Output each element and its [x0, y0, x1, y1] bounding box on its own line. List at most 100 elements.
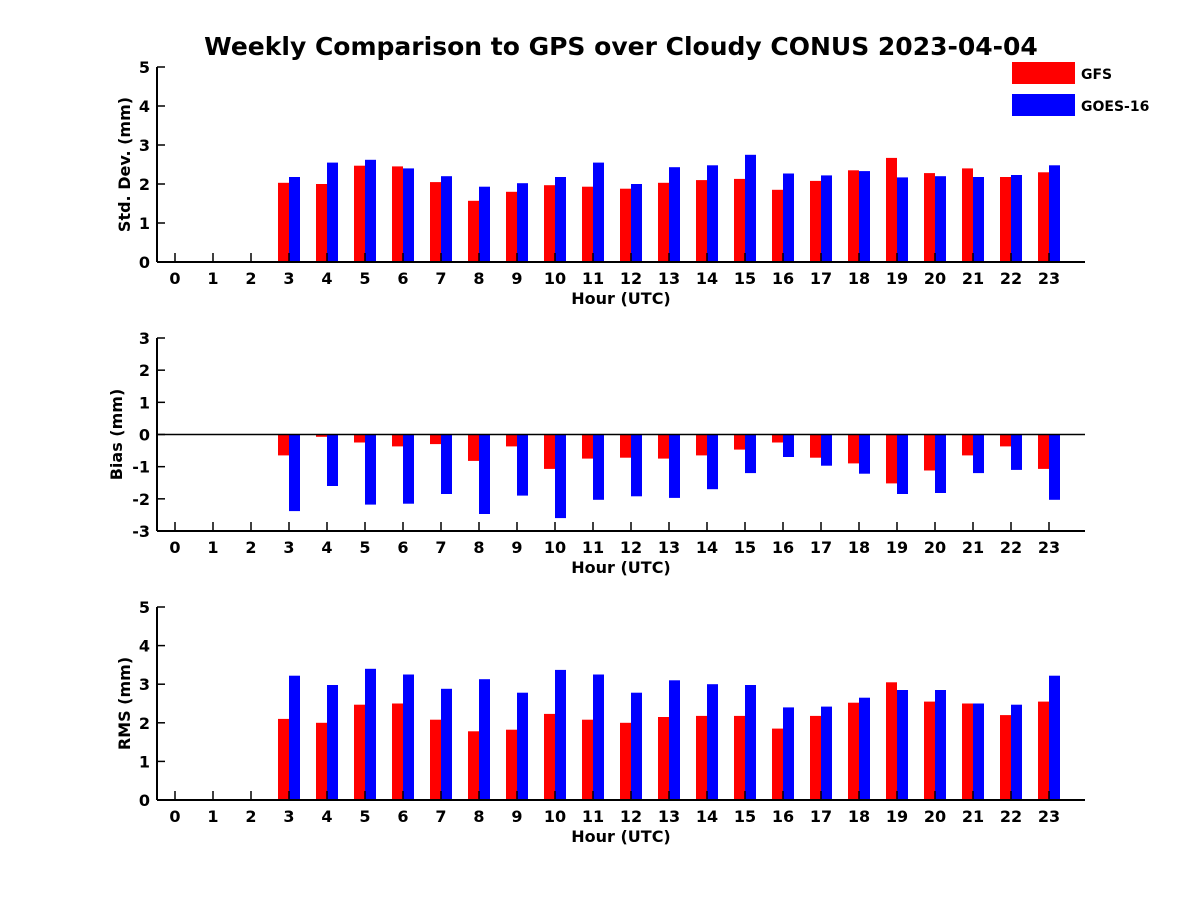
bar-goes16-hour-6: [403, 168, 414, 262]
bar-gfs-hour-20: [924, 173, 935, 262]
bar-goes16-hour-18: [859, 697, 870, 800]
x-tick-label: 4: [321, 269, 332, 288]
bar-goes16-hour-19: [897, 177, 908, 262]
y-tick-label: -2: [132, 490, 150, 509]
x-tick-label: 4: [321, 538, 332, 557]
bar-goes16-hour-7: [441, 176, 452, 262]
x-tick-label: 22: [1000, 269, 1022, 288]
bar-gfs-hour-17: [810, 434, 821, 458]
bar-goes16-hour-22: [1011, 175, 1022, 262]
bar-gfs-hour-15: [734, 434, 745, 450]
bar-goes16-hour-11: [593, 162, 604, 262]
bar-goes16-hour-5: [365, 159, 376, 262]
bar-goes16-hour-14: [707, 684, 718, 800]
bar-goes16-hour-14: [707, 434, 718, 490]
bar-gfs-hour-10: [544, 434, 555, 469]
x-tick-label: 17: [810, 269, 832, 288]
bar-goes16-hour-4: [327, 162, 338, 262]
bar-gfs-hour-18: [848, 170, 859, 262]
bar-gfs-hour-14: [696, 715, 707, 800]
bar-gfs-hour-21: [962, 434, 973, 456]
bar-goes16-hour-3: [289, 675, 300, 800]
bar-gfs-hour-9: [506, 729, 517, 800]
bar-goes16-hour-11: [593, 674, 604, 800]
x-tick-label: 7: [435, 269, 446, 288]
bar-gfs-hour-16: [772, 189, 783, 262]
bar-gfs-hour-6: [392, 703, 403, 800]
y-tick-label: 2: [139, 175, 150, 194]
bar-gfs-hour-19: [886, 157, 897, 262]
x-tick-label: 11: [582, 269, 604, 288]
bar-goes16-hour-10: [555, 434, 566, 519]
x-tick-label: 15: [734, 538, 756, 557]
bar-gfs-hour-19: [886, 434, 897, 484]
bar-goes16-hour-21: [973, 434, 984, 474]
y-tick-label: 5: [139, 598, 150, 617]
x-tick-label: 0: [169, 807, 180, 826]
legend: GFS GOES-16: [1012, 62, 1149, 116]
x-tick-label: 9: [511, 538, 522, 557]
y-axis-label: RMS (mm): [115, 657, 134, 750]
bar-gfs-hour-3: [278, 718, 289, 800]
bar-goes16-hour-17: [821, 706, 832, 800]
bar-goes16-hour-11: [593, 434, 604, 500]
bar-goes16-hour-21: [973, 177, 984, 262]
bar-gfs-hour-18: [848, 702, 859, 800]
x-tick-label: 14: [696, 807, 718, 826]
x-tick-label: 17: [810, 807, 832, 826]
bar-gfs-hour-15: [734, 178, 745, 262]
x-tick-label: 18: [848, 269, 870, 288]
y-tick-label: 4: [139, 637, 150, 656]
bar-goes16-hour-20: [935, 176, 946, 262]
bar-gfs-hour-5: [354, 165, 365, 262]
bar-gfs-hour-8: [468, 434, 479, 461]
x-tick-label: 10: [544, 269, 566, 288]
y-tick-label: 4: [139, 97, 150, 116]
bar-goes16-hour-3: [289, 434, 300, 512]
x-tick-label: 12: [620, 538, 642, 557]
x-tick-label: 4: [321, 807, 332, 826]
x-tick-label: 14: [696, 269, 718, 288]
bar-gfs-hour-18: [848, 434, 859, 464]
bar-gfs-hour-12: [620, 188, 631, 262]
bar-gfs-hour-3: [278, 182, 289, 262]
bar-goes16-hour-13: [669, 434, 680, 498]
x-tick-label: 18: [848, 538, 870, 557]
y-tick-label: 5: [139, 58, 150, 77]
bar-goes16-hour-12: [631, 692, 642, 800]
y-tick-label: 2: [139, 361, 150, 380]
bar-goes16-hour-4: [327, 685, 338, 800]
bar-goes16-hour-19: [897, 434, 908, 494]
bar-goes16-hour-16: [783, 173, 794, 262]
bar-gfs-hour-23: [1038, 172, 1049, 262]
bar-goes16-hour-18: [859, 434, 870, 474]
bar-gfs-hour-11: [582, 434, 593, 459]
bar-gfs-hour-21: [962, 168, 973, 262]
legend-label-gfs: GFS: [1081, 67, 1112, 83]
x-tick-label: 21: [962, 269, 984, 288]
y-tick-label: 1: [139, 752, 150, 771]
x-tick-label: 1: [207, 538, 218, 557]
bar-gfs-hour-4: [316, 184, 327, 262]
y-tick-label: 0: [139, 791, 150, 810]
y-tick-label: 3: [139, 675, 150, 694]
bar-gfs-hour-8: [468, 731, 479, 800]
bar-gfs-hour-3: [278, 434, 289, 456]
x-tick-label: 16: [772, 807, 794, 826]
bar-goes16-hour-9: [517, 434, 528, 496]
x-tick-label: 15: [734, 269, 756, 288]
bar-gfs-hour-4: [316, 722, 327, 800]
bar-gfs-hour-13: [658, 434, 669, 459]
bar-gfs-hour-5: [354, 434, 365, 443]
bar-gfs-hour-5: [354, 704, 365, 800]
x-tick-label: 21: [962, 807, 984, 826]
bar-gfs-hour-8: [468, 200, 479, 262]
x-tick-label: 11: [582, 807, 604, 826]
bar-gfs-hour-17: [810, 180, 821, 262]
bar-goes16-hour-14: [707, 165, 718, 262]
x-tick-label: 20: [924, 269, 946, 288]
bar-goes16-hour-8: [479, 679, 490, 800]
bar-gfs-hour-20: [924, 701, 935, 800]
x-tick-label: 3: [283, 269, 294, 288]
